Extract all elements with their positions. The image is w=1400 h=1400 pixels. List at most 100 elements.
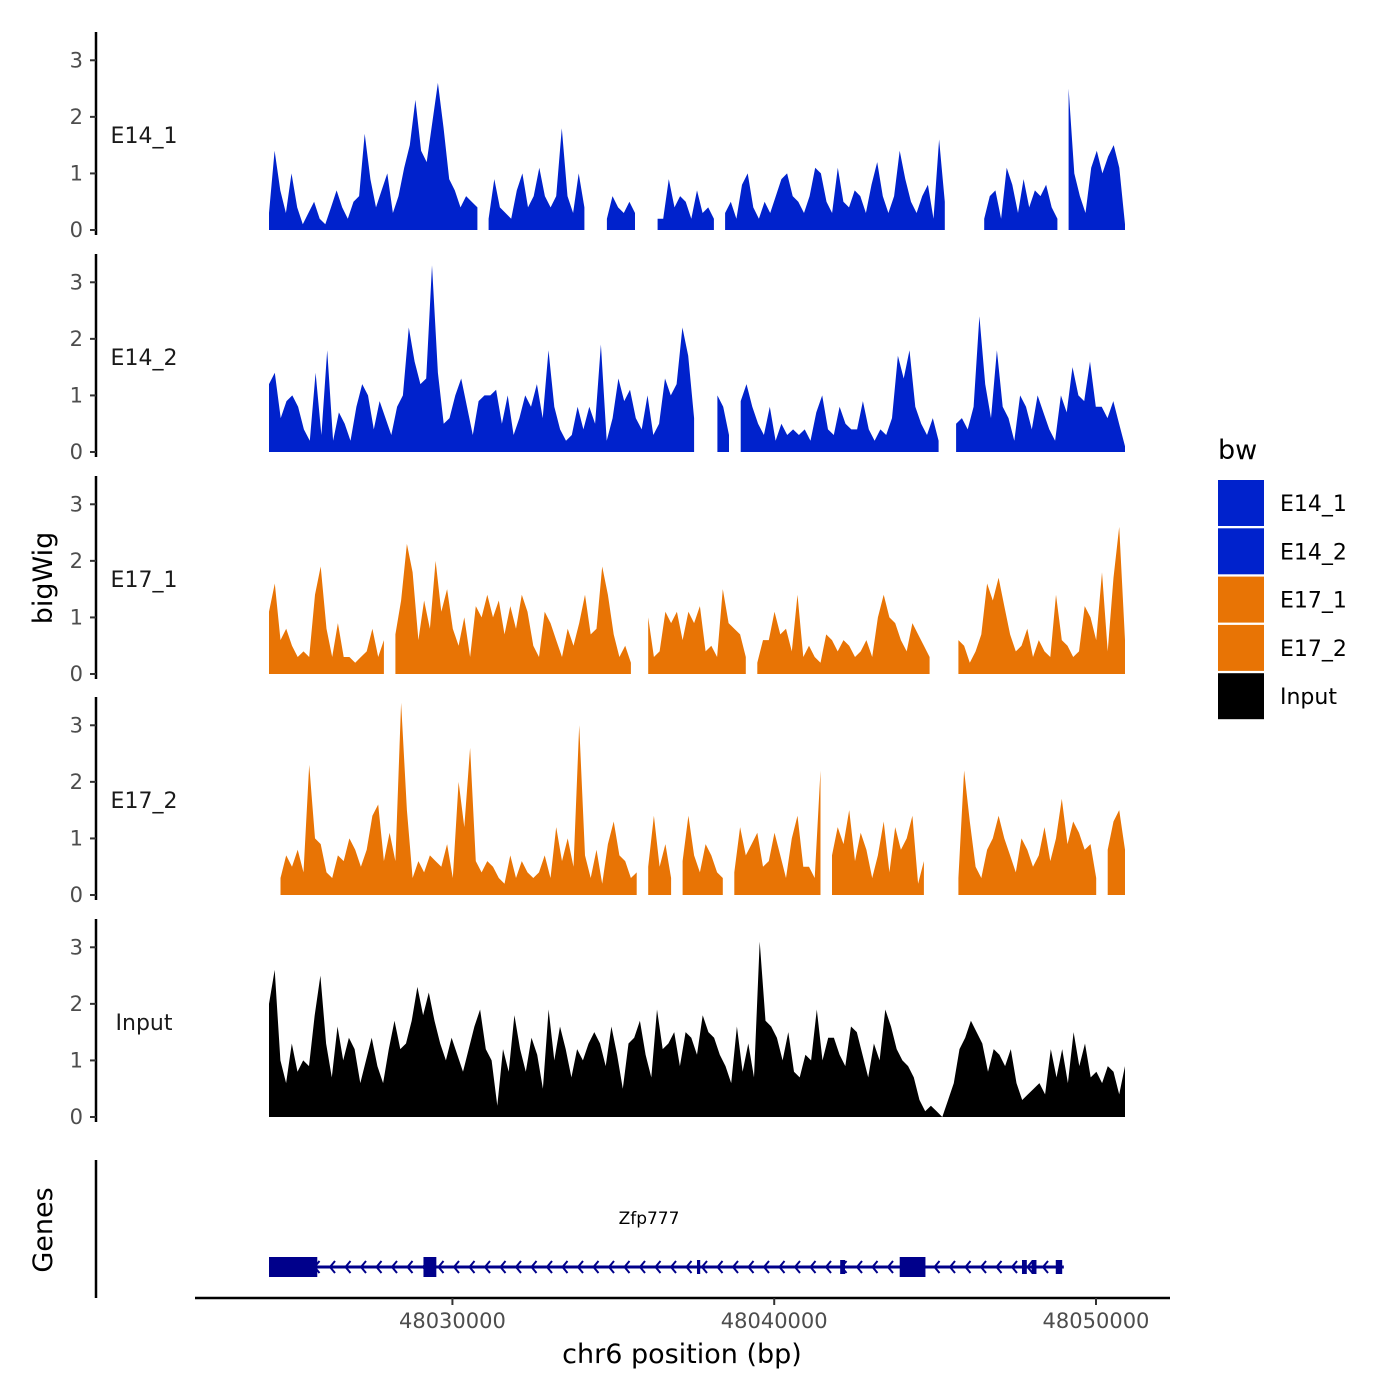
strand-arrow-icon bbox=[995, 1260, 1003, 1274]
track-E14_1: 0 1 2 3 E14_1 bbox=[70, 32, 1125, 242]
y-tick-label-E17_1-2: 2 bbox=[70, 549, 83, 573]
x-tick-label-48040000: 48040000 bbox=[721, 1309, 828, 1333]
legend-swatch-E17_1 bbox=[1218, 576, 1264, 623]
legend-swatch-E17_2 bbox=[1218, 624, 1264, 671]
coverage-area-E14_1 bbox=[269, 82, 1125, 231]
strand-arrow-icon bbox=[545, 1260, 553, 1274]
strand-arrow-icon bbox=[700, 1260, 708, 1274]
track-label-E17_2: E17_2 bbox=[111, 789, 178, 814]
strand-arrow-icon bbox=[638, 1260, 646, 1274]
x-tick-label-48030000: 48030000 bbox=[399, 1309, 506, 1333]
y-tick-label-E17_1-3: 3 bbox=[70, 492, 83, 516]
bigwig-tracks: 0 1 2 3 E14_1 0 1 2 3 E14_2 0 1 2 3 E17_1 0 1 2 3 E17_2 0 1 2 3… bbox=[70, 32, 1125, 1129]
strand-arrow-icon bbox=[1041, 1260, 1049, 1274]
legend-label-E17_2: E17_2 bbox=[1280, 637, 1347, 662]
strand-arrow-icon bbox=[344, 1260, 352, 1274]
strand-arrow-icon bbox=[359, 1260, 367, 1274]
strand-arrow-icon bbox=[390, 1260, 398, 1274]
coverage-area-Input bbox=[269, 941, 1125, 1117]
strand-arrow-icon bbox=[654, 1260, 662, 1274]
strand-arrow-icon bbox=[607, 1260, 615, 1274]
genes-track-title: Genes bbox=[28, 1187, 59, 1272]
strand-arrow-icon bbox=[886, 1260, 894, 1274]
y-tick-label-Input-1: 1 bbox=[70, 1048, 83, 1072]
strand-arrow-icon bbox=[483, 1260, 491, 1274]
y-tick-label-E14_2-2: 2 bbox=[70, 327, 83, 351]
y-tick-label-E14_1-2: 2 bbox=[70, 105, 83, 129]
track-label-E14_2: E14_2 bbox=[111, 346, 178, 371]
strand-arrow-icon bbox=[793, 1260, 801, 1274]
strand-arrow-icon bbox=[437, 1260, 445, 1274]
y-tick-label-E14_1-0: 0 bbox=[70, 218, 83, 242]
track-label-E17_1: E17_1 bbox=[111, 568, 178, 593]
y-tick-label-E17_2-3: 3 bbox=[70, 713, 83, 737]
strand-arrow-icon bbox=[452, 1260, 460, 1274]
legend-title: bw bbox=[1218, 435, 1257, 466]
y-tick-label-E14_1-1: 1 bbox=[70, 161, 83, 185]
y-axis-title: bigWig bbox=[28, 532, 59, 625]
track-E14_2: 0 1 2 3 E14_2 bbox=[70, 254, 1125, 464]
y-tick-label-Input-0: 0 bbox=[70, 1105, 83, 1129]
track-label-Input: Input bbox=[116, 1011, 173, 1036]
y-tick-label-E17_2-1: 1 bbox=[70, 826, 83, 850]
y-tick-label-E14_1-3: 3 bbox=[70, 48, 83, 72]
strand-arrow-icon bbox=[716, 1260, 724, 1274]
strand-arrow-icon bbox=[948, 1260, 956, 1274]
strand-arrow-icon bbox=[1026, 1260, 1034, 1274]
legend-swatch-E14_2 bbox=[1218, 528, 1264, 575]
coverage-area-E17_1 bbox=[269, 526, 1125, 674]
strand-arrow-icon bbox=[824, 1260, 832, 1274]
y-tick-label-Input-3: 3 bbox=[70, 935, 83, 959]
gene-exon-2 bbox=[423, 1257, 437, 1277]
y-tick-label-E17_2-2: 2 bbox=[70, 770, 83, 794]
gene-exon-4 bbox=[840, 1260, 845, 1274]
strand-arrow-icon bbox=[592, 1260, 600, 1274]
strand-arrow-icon bbox=[576, 1260, 584, 1274]
legend: bw E14_1 E14_2 E17_1 E17_2 Input bbox=[1218, 435, 1347, 720]
legend-label-E14_2: E14_2 bbox=[1280, 540, 1347, 565]
strand-arrow-icon bbox=[375, 1260, 383, 1274]
strand-arrow-icon bbox=[406, 1260, 414, 1274]
gene-name-label: Zfp777 bbox=[619, 1209, 680, 1229]
gene-exon-1 bbox=[269, 1257, 318, 1277]
track-E17_1: 0 1 2 3 E17_1 bbox=[70, 476, 1125, 686]
strand-arrow-icon bbox=[328, 1260, 336, 1274]
track-Input: 0 1 2 3 Input bbox=[70, 919, 1125, 1129]
y-tick-label-E14_2-0: 0 bbox=[70, 440, 83, 464]
legend-swatch-E14_1 bbox=[1218, 480, 1264, 526]
x-tick-label-48050000: 48050000 bbox=[1043, 1309, 1150, 1333]
strand-arrow-icon bbox=[809, 1260, 817, 1274]
gene-exon-3 bbox=[696, 1260, 701, 1274]
gene-exon-5 bbox=[899, 1257, 926, 1277]
gene-exon-7 bbox=[1031, 1260, 1037, 1274]
gene-exon-8 bbox=[1055, 1260, 1063, 1274]
x-axis: chr6 position (bp) 48030000 48040000 48050… bbox=[195, 1296, 1170, 1370]
y-tick-label-E14_2-1: 1 bbox=[70, 383, 83, 407]
strand-arrow-icon bbox=[778, 1260, 786, 1274]
y-tick-label-Input-2: 2 bbox=[70, 992, 83, 1016]
genes-track: Genes Zfp777 bbox=[28, 1160, 1064, 1298]
coverage-area-E14_2 bbox=[269, 265, 1125, 452]
strand-arrow-icon bbox=[468, 1260, 476, 1274]
strand-arrow-icon bbox=[731, 1260, 739, 1274]
strand-arrow-icon bbox=[933, 1260, 941, 1274]
strand-arrow-icon bbox=[499, 1260, 507, 1274]
strand-arrow-icon bbox=[685, 1260, 693, 1274]
y-tick-label-E14_2-3: 3 bbox=[70, 270, 83, 294]
legend-label-Input: Input bbox=[1280, 685, 1337, 710]
strand-arrow-icon bbox=[669, 1260, 677, 1274]
strand-arrow-icon bbox=[514, 1260, 522, 1274]
x-axis-title: chr6 position (bp) bbox=[562, 1339, 802, 1370]
strand-arrow-icon bbox=[871, 1260, 879, 1274]
strand-arrow-icon bbox=[964, 1260, 972, 1274]
y-tick-label-E17_1-1: 1 bbox=[70, 605, 83, 629]
coverage-area-E17_2 bbox=[269, 702, 1125, 895]
strand-arrow-icon bbox=[762, 1260, 770, 1274]
strand-arrow-icon bbox=[1010, 1260, 1018, 1274]
strand-arrow-icon bbox=[530, 1260, 538, 1274]
strand-arrow-icon bbox=[561, 1260, 569, 1274]
strand-arrow-icon bbox=[747, 1260, 755, 1274]
legend-label-E14_1: E14_1 bbox=[1280, 492, 1347, 517]
y-tick-label-E17_1-0: 0 bbox=[70, 662, 83, 686]
